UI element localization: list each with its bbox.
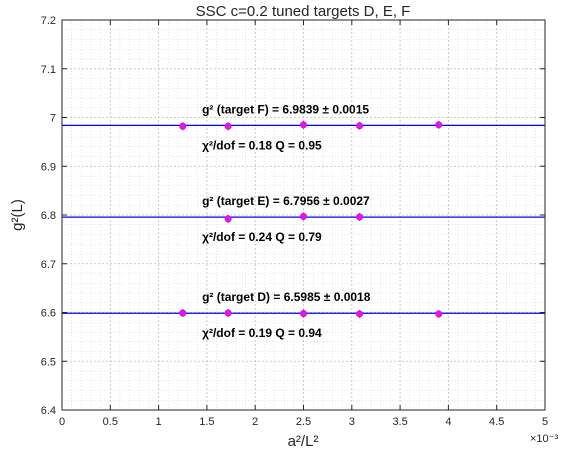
- data-point: [299, 121, 307, 129]
- x-tick-label: 4.5: [489, 416, 504, 428]
- data-point: [356, 213, 364, 221]
- x-ticks: 0 0.5 1 1.5 2 2.5 3 3.5 4 4.5 5: [59, 20, 548, 428]
- x-tick-label: 5: [542, 416, 548, 428]
- x-tick-label: 1: [156, 416, 162, 428]
- x-tick-label: 4: [445, 416, 451, 428]
- x-tick-label: 2: [252, 416, 258, 428]
- x-tick-label: 2.5: [296, 416, 311, 428]
- stats-label: χ²/dof = 0.18 Q = 0.95: [202, 138, 322, 152]
- y-tick-label: 6.9: [41, 161, 56, 173]
- fit-label: g² (target E) = 6.7956 ± 0.0027: [202, 194, 370, 208]
- stats-label: χ²/dof = 0.24 Q = 0.79: [202, 230, 322, 244]
- x-axis-exponent: ×10⁻³: [530, 433, 558, 445]
- data-point: [435, 310, 443, 318]
- data-point: [224, 215, 232, 223]
- data-points: [179, 120, 443, 318]
- y-tick-label: 6.8: [41, 210, 56, 222]
- y-tick-label: 7: [50, 113, 56, 125]
- x-tick-label: 1.5: [199, 416, 214, 428]
- data-point: [299, 212, 307, 220]
- data-point: [224, 309, 232, 317]
- chart-title: SSC c=0.2 tuned targets D, E, F: [196, 3, 411, 20]
- y-tick-label: 6.4: [41, 405, 56, 417]
- data-point: [224, 122, 232, 130]
- fit-label: g² (target D) = 6.5985 ± 0.0018: [202, 290, 371, 304]
- data-point: [179, 122, 187, 130]
- y-axis-label: g²(L): [9, 199, 26, 231]
- fit-label: g² (target F) = 6.9839 ± 0.0015: [202, 102, 369, 116]
- y-ticks: 6.4 6.5 6.6 6.7 6.8 6.9 7 7.1 7.2: [41, 15, 545, 417]
- y-tick-label: 6.7: [41, 259, 56, 271]
- x-tick-label: 0: [59, 416, 65, 428]
- annotations: g² (target F) = 6.9839 ± 0.0015 χ²/dof = …: [202, 102, 371, 340]
- x-tick-label: 3.5: [392, 416, 407, 428]
- y-tick-label: 7.1: [41, 64, 56, 76]
- y-tick-label: 7.2: [41, 15, 56, 27]
- data-point: [435, 121, 443, 129]
- x-axis-label: a²/L²: [288, 433, 319, 450]
- x-tick-label: 3: [349, 416, 355, 428]
- y-tick-label: 6.6: [41, 308, 56, 320]
- data-point: [356, 122, 364, 130]
- y-tick-label: 6.5: [41, 356, 56, 368]
- stats-label: χ²/dof = 0.19 Q = 0.94: [202, 326, 322, 340]
- data-point: [356, 310, 364, 318]
- x-tick-label: 0.5: [103, 416, 118, 428]
- data-point: [299, 309, 307, 317]
- data-point: [179, 309, 187, 317]
